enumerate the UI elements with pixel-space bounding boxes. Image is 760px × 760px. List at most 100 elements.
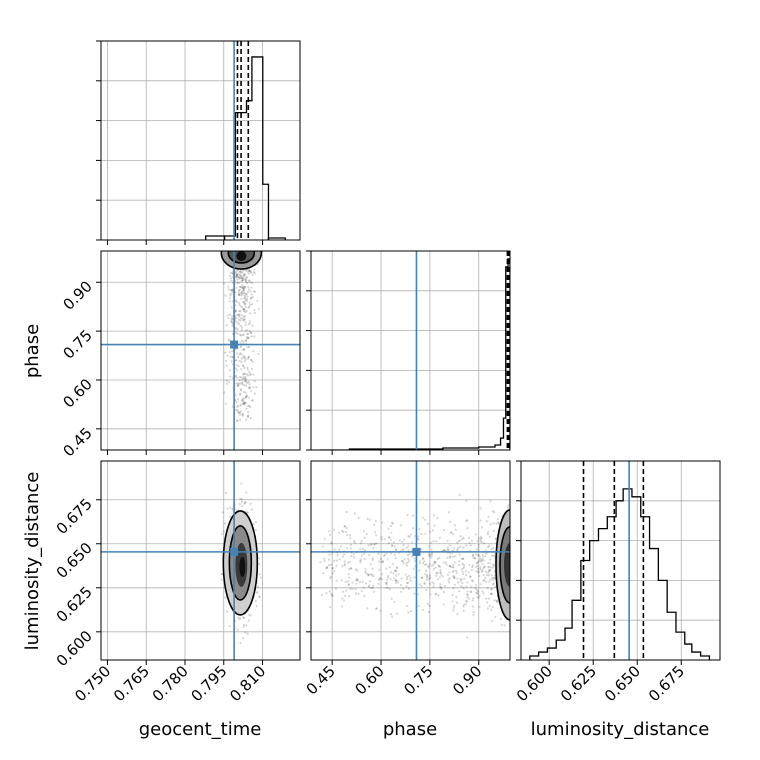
sample-point bbox=[493, 511, 496, 514]
sample-point bbox=[393, 600, 396, 603]
sample-point bbox=[471, 565, 474, 569]
sample-point bbox=[424, 569, 428, 573]
sample-point bbox=[383, 553, 386, 556]
sample-point bbox=[466, 581, 469, 584]
sample-point bbox=[235, 327, 238, 330]
y-tick-label: 0.675 bbox=[53, 495, 96, 538]
sample-point bbox=[396, 567, 399, 570]
sample-point bbox=[443, 584, 446, 588]
sample-point bbox=[235, 382, 238, 385]
sample-point bbox=[330, 541, 333, 544]
sample-point bbox=[464, 603, 467, 606]
sample-point bbox=[493, 555, 496, 558]
sample-point bbox=[239, 418, 242, 422]
sample-point bbox=[234, 276, 237, 279]
sample-point bbox=[427, 552, 430, 555]
sample-point bbox=[231, 315, 234, 318]
sample-point bbox=[371, 558, 374, 562]
sample-point bbox=[339, 545, 343, 548]
sample-point bbox=[328, 530, 331, 533]
sample-point bbox=[474, 533, 477, 536]
sample-point bbox=[239, 392, 242, 395]
sample-point bbox=[240, 353, 243, 356]
sample-point bbox=[387, 542, 390, 545]
sample-point bbox=[453, 561, 456, 564]
sample-point bbox=[430, 552, 433, 555]
sample-point bbox=[241, 380, 244, 384]
sample-point bbox=[417, 538, 420, 541]
sample-point bbox=[466, 526, 469, 530]
sample-point bbox=[222, 282, 225, 285]
sample-point bbox=[239, 404, 242, 407]
sample-point bbox=[371, 557, 374, 560]
sample-point bbox=[235, 286, 238, 289]
y-tick-label: 0.45 bbox=[59, 424, 95, 460]
sample-point bbox=[394, 569, 397, 572]
sample-point bbox=[246, 282, 249, 285]
sample-point bbox=[403, 538, 406, 541]
x-tick-label: 0.795 bbox=[187, 662, 230, 705]
sample-point bbox=[503, 624, 506, 627]
sample-point bbox=[443, 549, 446, 552]
sample-point bbox=[242, 287, 245, 290]
sample-point bbox=[236, 419, 239, 422]
sample-point bbox=[249, 297, 252, 300]
sample-point bbox=[475, 584, 478, 587]
sample-point bbox=[354, 568, 358, 571]
sample-point bbox=[253, 268, 256, 271]
sample-point bbox=[377, 582, 380, 586]
sample-point bbox=[479, 557, 482, 561]
sample-point bbox=[236, 328, 239, 331]
sample-point bbox=[248, 330, 251, 333]
sample-point bbox=[338, 548, 341, 551]
sample-point bbox=[245, 418, 248, 421]
sample-point bbox=[343, 525, 346, 528]
sample-point bbox=[470, 585, 473, 588]
sample-point bbox=[250, 359, 253, 362]
sample-point bbox=[408, 552, 411, 555]
sample-point bbox=[452, 566, 455, 569]
sample-point bbox=[485, 580, 488, 583]
sample-point bbox=[406, 514, 409, 517]
density-contours bbox=[222, 510, 259, 616]
sample-point bbox=[243, 294, 246, 297]
sample-point bbox=[240, 329, 243, 332]
sample-point bbox=[480, 537, 483, 540]
sample-point bbox=[475, 548, 478, 551]
scatter-points bbox=[319, 493, 510, 639]
sample-point bbox=[448, 581, 451, 584]
sample-point bbox=[239, 497, 242, 500]
sample-point bbox=[451, 533, 455, 536]
histogram-step bbox=[267, 237, 286, 240]
sample-point bbox=[239, 617, 242, 620]
sample-point bbox=[240, 279, 243, 283]
sample-point bbox=[487, 597, 490, 600]
sample-point bbox=[237, 411, 240, 414]
sample-point bbox=[438, 576, 441, 579]
sample-point bbox=[253, 309, 256, 312]
sample-point bbox=[438, 536, 441, 539]
sample-point bbox=[325, 592, 328, 595]
sample-point bbox=[241, 317, 244, 320]
sample-point bbox=[356, 579, 359, 582]
sample-point bbox=[441, 575, 444, 578]
sample-point bbox=[241, 402, 245, 405]
sample-point bbox=[245, 339, 248, 343]
sample-point bbox=[220, 573, 223, 576]
sample-point bbox=[456, 581, 460, 584]
sample-point bbox=[241, 270, 244, 274]
sample-point bbox=[230, 321, 233, 324]
sample-point bbox=[341, 564, 344, 568]
sample-point bbox=[406, 553, 410, 557]
sample-point bbox=[407, 581, 410, 585]
sample-point bbox=[491, 510, 495, 513]
sample-point bbox=[325, 566, 328, 569]
sample-point bbox=[243, 348, 246, 351]
sample-point bbox=[453, 576, 456, 580]
sample-point bbox=[239, 403, 242, 406]
sample-point bbox=[391, 615, 394, 618]
sample-point bbox=[413, 557, 416, 560]
sample-point bbox=[349, 567, 352, 570]
sample-point bbox=[371, 567, 374, 570]
sample-point bbox=[446, 548, 449, 552]
